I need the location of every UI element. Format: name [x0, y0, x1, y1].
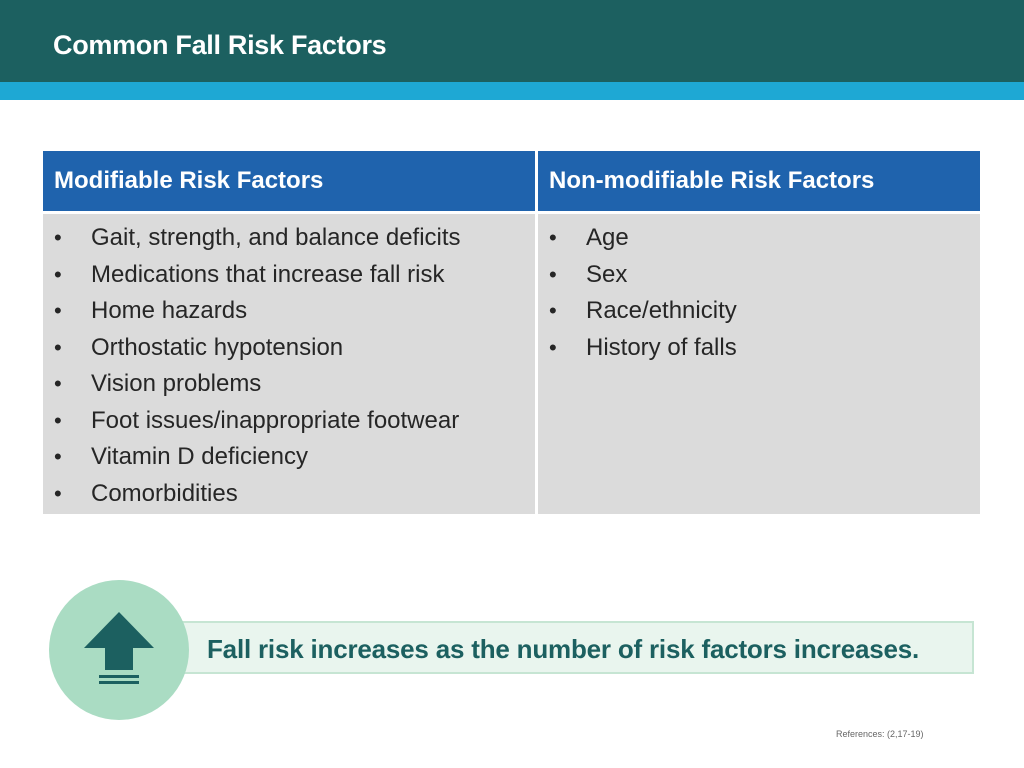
bullet-icon: •: [54, 298, 62, 323]
callout-circle: [49, 580, 189, 720]
non-modifiable-list-cell: • Age • Sex • Race/ethnicity • History of fa…: [538, 214, 980, 514]
bullet-icon: •: [54, 480, 62, 506]
modifiable-list-cell: • Gait, strength, and balance deficits • M…: [43, 214, 535, 514]
bullet-icon: •: [549, 298, 557, 323]
risk-factors-table: Modifiable Risk Factors Non-modifiable R…: [43, 151, 980, 514]
list-item-text: Vision problems: [91, 370, 262, 397]
list-item-text: Foot issues/inappropriate footwear: [91, 406, 460, 434]
title-bar: Common Fall Risk Factors: [0, 0, 1024, 82]
bullet-icon: •: [549, 334, 557, 360]
list-item-text: Orthostatic hypotension: [91, 333, 344, 361]
list-item-text: Vitamin D deficiency: [91, 443, 308, 470]
list-item-text: Age: [586, 224, 629, 251]
list-item-text: Race/ethnicity: [586, 297, 737, 324]
bullet-icon: •: [549, 225, 557, 250]
accent-strip: [0, 82, 1024, 100]
bullet-icon: •: [54, 261, 62, 287]
bullet-icon: •: [54, 444, 62, 469]
callout-text: Fall risk increases as the number of ris…: [207, 634, 920, 664]
modifiable-header: Modifiable Risk Factors: [43, 151, 535, 211]
bullet-icon: •: [54, 334, 62, 360]
references-note: References: (2,17-19): [836, 729, 924, 739]
callout-box: Fall risk increases as the number of ris…: [175, 621, 974, 674]
list-item-text: Gait, strength, and balance deficits: [91, 224, 461, 251]
list-item-text: Medications that increase fall risk: [91, 260, 445, 288]
bullet-icon: •: [54, 371, 62, 396]
list-item-text: Comorbidities: [91, 479, 238, 507]
bullet-icon: •: [54, 225, 62, 250]
list-item-text: Sex: [586, 260, 628, 288]
non-modifiable-header: Non-modifiable Risk Factors: [538, 151, 980, 211]
up-arrow-icon: [84, 612, 154, 684]
slide-title: Common Fall Risk Factors: [53, 30, 387, 60]
list-item-text: Home hazards: [91, 297, 248, 324]
list-item-text: History of falls: [586, 333, 737, 361]
bullet-icon: •: [54, 407, 62, 433]
bullet-icon: •: [549, 261, 557, 287]
